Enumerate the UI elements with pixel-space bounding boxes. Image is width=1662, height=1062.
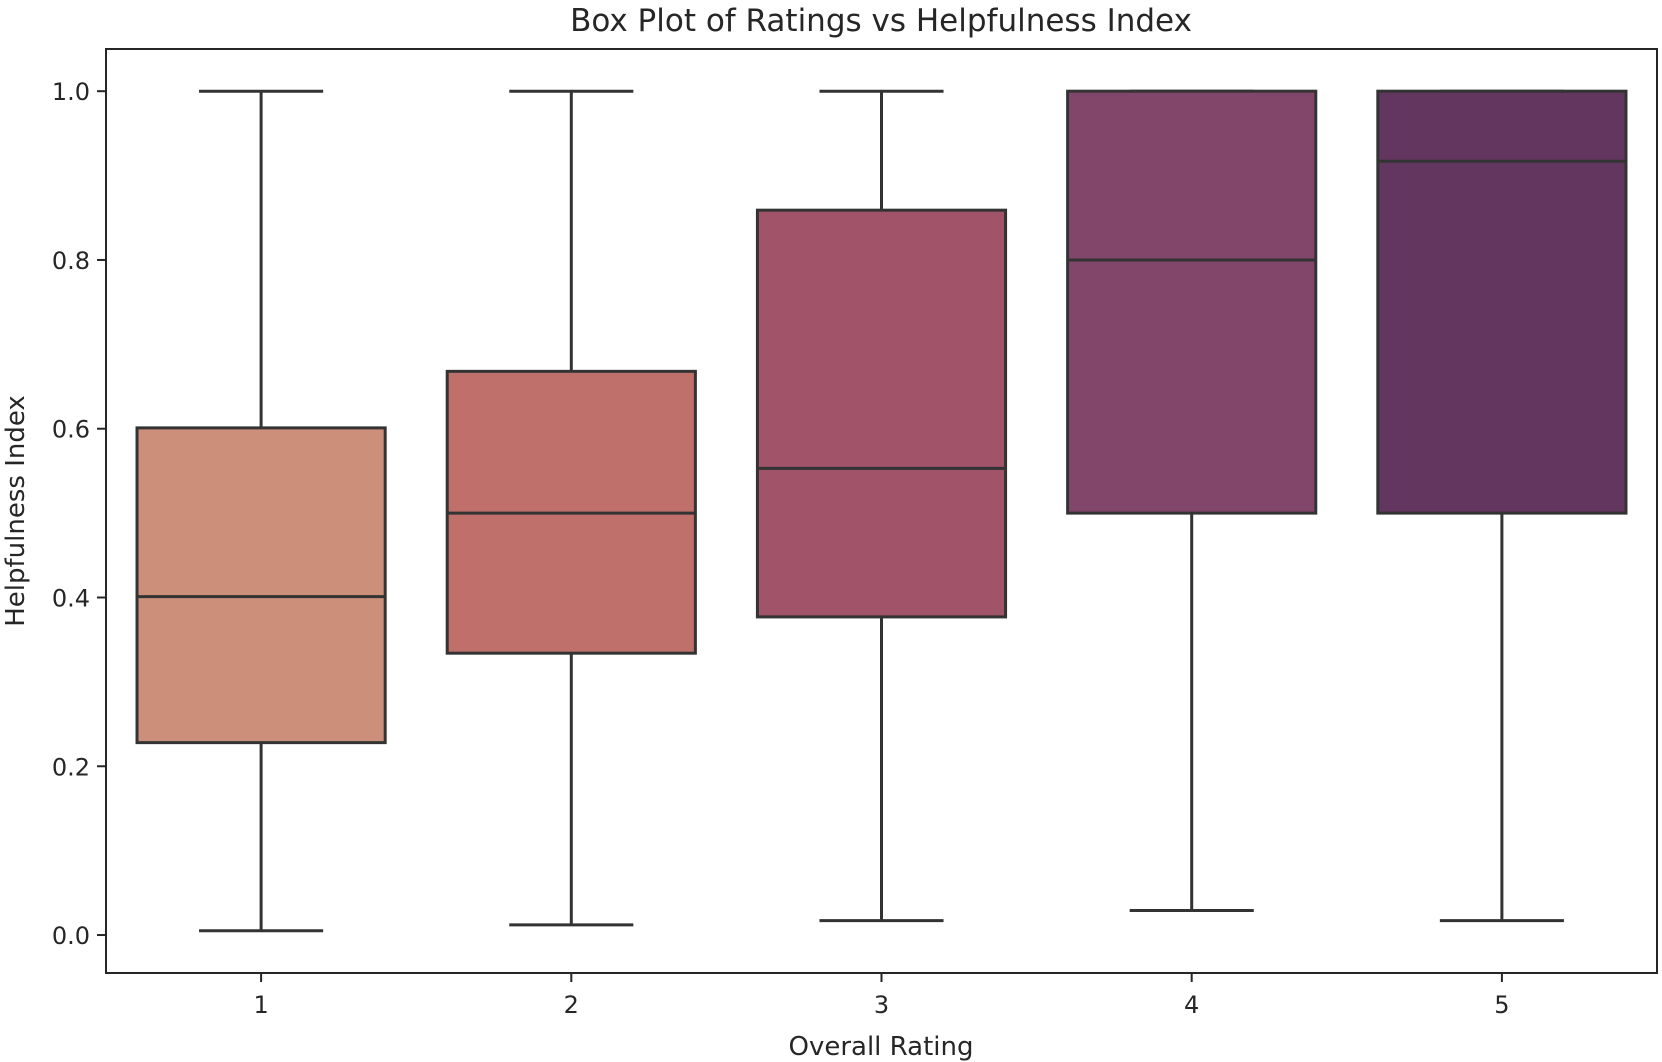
box-iqr <box>1376 89 1628 515</box>
box-group-1 <box>135 89 387 933</box>
y-tick-label: 0.8 <box>52 247 90 275</box>
y-axis: 0.0 0.2 0.4 0.6 0.8 1.0 <box>52 78 106 950</box>
plot-frame <box>105 48 1658 974</box>
y-tick-label: 0.6 <box>52 416 90 444</box>
x-tick-label: 3 <box>874 991 889 1019</box>
y-tick-label: 1.0 <box>52 78 90 106</box>
box-iqr <box>755 208 1008 619</box>
x-tick-label: 2 <box>564 991 579 1019</box>
x-axis: 1 2 3 4 5 <box>253 973 1510 1019</box>
chart-title: Box Plot of Ratings vs Helpfulness Index <box>570 3 1192 39</box>
x-tick-label: 4 <box>1184 991 1199 1019</box>
box-group-5 <box>1376 89 1628 923</box>
x-tick-label: 1 <box>253 991 268 1019</box>
box-iqr <box>1066 89 1318 515</box>
plot-area <box>135 89 1628 933</box>
box-iqr <box>135 426 387 745</box>
y-tick-label: 0.2 <box>52 753 90 781</box>
y-tick-label: 0.0 <box>52 922 90 950</box>
y-axis-label: Helpfulness Index <box>1 395 31 627</box>
x-axis-label: Overall Rating <box>788 1032 973 1062</box>
x-tick-label: 5 <box>1494 991 1509 1019</box>
box-group-3 <box>755 89 1008 923</box>
y-tick-label: 0.4 <box>52 584 90 612</box>
box-group-2 <box>445 89 697 927</box>
box-group-4 <box>1066 89 1318 913</box>
